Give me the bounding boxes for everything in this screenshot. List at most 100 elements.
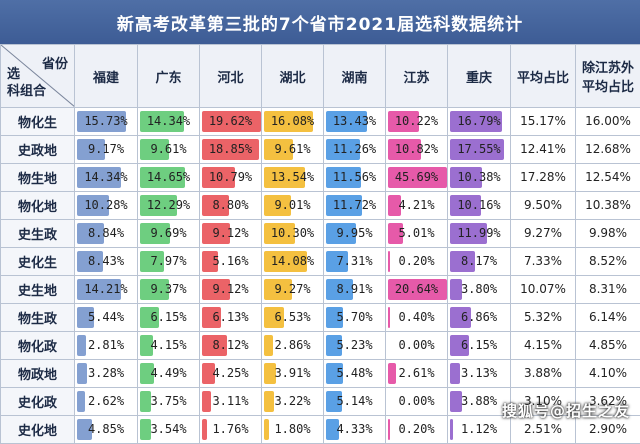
value-text: 14.34% [138,108,199,135]
stat-column-header: 除江苏外平均占比 [576,45,640,108]
value-text: 9.17% [75,136,137,163]
stat-text: 4.15% [511,332,575,359]
row-label: 史化生 [1,248,75,276]
value-cell: 1.80% [262,416,324,444]
average-cell: 3.10% [511,388,576,416]
value-cell: 9.12% [200,220,262,248]
average-cell: 9.50% [511,192,576,220]
value-text: 3.11% [200,388,261,415]
value-cell: 9.61% [262,136,324,164]
value-text: 0.20% [386,248,447,275]
stat-text: 6.14% [576,304,640,331]
value-text: 19.62% [200,108,261,135]
value-cell: 9.17% [75,136,138,164]
column-header: 江苏 [386,45,448,108]
value-text: 7.31% [324,248,385,275]
value-text: 9.95% [324,220,385,247]
average-cell: 3.88% [511,360,576,388]
value-cell: 11.72% [324,192,386,220]
row-label: 物生政 [1,304,75,332]
value-text: 9.61% [262,136,323,163]
average-excl-jiangsu-cell: 4.85% [576,332,640,360]
value-text: 16.08% [262,108,323,135]
value-cell: 3.11% [200,388,262,416]
value-cell: 20.64% [386,276,448,304]
value-cell: 15.73% [75,108,138,136]
value-cell: 6.15% [138,304,200,332]
value-text: 3.88% [448,388,510,415]
value-text: 11.72% [324,192,385,219]
value-cell: 16.08% [262,108,324,136]
value-cell: 4.49% [138,360,200,388]
value-text: 11.99% [448,220,510,247]
value-text: 1.80% [262,416,323,443]
value-text: 6.86% [448,304,510,331]
corner-combo-line2: 科组合 [7,84,46,99]
column-header: 福建 [75,45,138,108]
value-text: 3.22% [262,388,323,415]
value-cell: 8.80% [200,192,262,220]
value-cell: 3.28% [75,360,138,388]
stat-text: 2.90% [576,416,640,443]
value-text: 13.54% [262,164,323,191]
value-cell: 4.15% [138,332,200,360]
stat-text: 12.54% [576,164,640,191]
stat-text: 10.07% [511,276,575,303]
average-cell: 7.33% [511,248,576,276]
average-excl-jiangsu-cell: 3.62% [576,388,640,416]
value-cell: 6.15% [448,332,511,360]
value-cell: 11.56% [324,164,386,192]
value-text: 8.43% [75,248,137,275]
value-text: 10.79% [200,164,261,191]
row-label: 史政地 [1,136,75,164]
value-text: 9.12% [200,220,261,247]
value-cell: 2.61% [386,360,448,388]
value-text: 9.61% [138,136,199,163]
stat-text: 3.62% [576,388,640,415]
value-text: 20.64% [386,276,447,303]
value-cell: 5.16% [200,248,262,276]
column-header: 湖南 [324,45,386,108]
stat-text: 4.85% [576,332,640,359]
average-cell: 17.28% [511,164,576,192]
corner-combo-label: 选科组合 [7,66,46,100]
value-text: 5.16% [200,248,261,275]
stat-text: 5.32% [511,304,575,331]
value-cell: 0.00% [386,388,448,416]
column-header: 河北 [200,45,262,108]
value-text: 0.20% [386,416,447,443]
value-cell: 2.81% [75,332,138,360]
value-cell: 14.08% [262,248,324,276]
row-label: 史生政 [1,220,75,248]
value-text: 16.79% [448,108,510,135]
value-text: 2.62% [75,388,137,415]
row-label: 物生地 [1,164,75,192]
value-text: 3.13% [448,360,510,387]
average-excl-jiangsu-cell: 12.68% [576,136,640,164]
value-text: 6.53% [262,304,323,331]
value-cell: 1.76% [200,416,262,444]
value-text: 4.33% [324,416,385,443]
stat-text: 7.33% [511,248,575,275]
value-cell: 8.17% [448,248,511,276]
value-text: 8.84% [75,220,137,247]
value-cell: 9.61% [138,136,200,164]
value-cell: 3.80% [448,276,511,304]
value-cell: 2.62% [75,388,138,416]
value-text: 14.08% [262,248,323,275]
value-cell: 6.53% [262,304,324,332]
value-cell: 8.12% [200,332,262,360]
value-cell: 9.37% [138,276,200,304]
stat-text: 12.68% [576,136,640,163]
stat-text: 16.00% [576,108,640,135]
page-title: 新高考改革第三批的7个省市2021届选科数据统计 [0,0,640,44]
value-cell: 8.43% [75,248,138,276]
value-text: 3.80% [448,276,510,303]
value-text: 17.55% [448,136,510,163]
stat-text: 3.10% [511,388,575,415]
value-cell: 17.55% [448,136,511,164]
value-text: 14.34% [75,164,137,191]
